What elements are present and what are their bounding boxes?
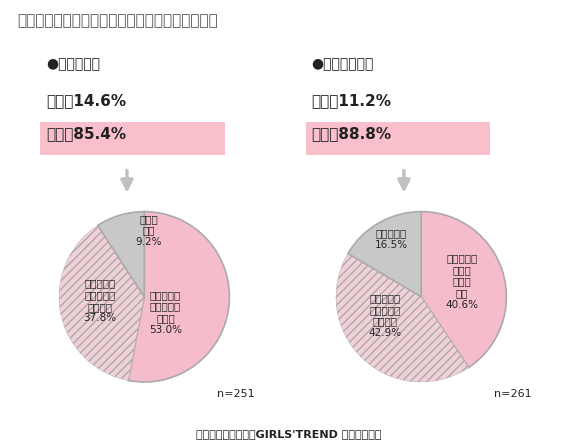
Text: ない　88.8%: ない 88.8% <box>312 126 392 141</box>
Text: 調べたこと
はないが興
味はある
37.8%: 調べたこと はないが興 味はある 37.8% <box>84 279 117 323</box>
Wedge shape <box>336 253 469 382</box>
Text: ●エステサロン: ●エステサロン <box>312 58 374 72</box>
Text: ある　11.2%: ある 11.2% <box>312 93 392 108</box>
Wedge shape <box>348 212 421 297</box>
Text: 気になって
調べた
ことが
ある
40.6%: 気になって 調べた ことが ある 40.6% <box>445 253 478 310</box>
Text: n=261: n=261 <box>494 389 532 399</box>
Wedge shape <box>59 225 144 381</box>
Text: フリュー株式会社『GIRLS'TREND 研究所』調べ: フリュー株式会社『GIRLS'TREND 研究所』調べ <box>196 428 381 439</box>
Text: ●脱毛サロン: ●脱毛サロン <box>46 58 100 72</box>
Text: 興味がない
16.5%: 興味がない 16.5% <box>375 228 408 250</box>
Text: 興味が
ない
9.2%: 興味が ない 9.2% <box>135 214 162 247</box>
Text: n=251: n=251 <box>218 389 255 399</box>
Text: ない　85.4%: ない 85.4% <box>46 126 126 141</box>
Wedge shape <box>98 212 144 297</box>
Text: ある　14.6%: ある 14.6% <box>46 93 126 108</box>
Text: 調べたこと
はないが興
味はある
42.9%: 調べたこと はないが興 味はある 42.9% <box>369 293 402 338</box>
Text: ＊女子高生・女子大生の美容サロンに行った経験: ＊女子高生・女子大生の美容サロンに行った経験 <box>17 13 218 28</box>
Wedge shape <box>421 212 507 368</box>
Wedge shape <box>128 212 230 382</box>
Text: 気になって
調べたこと
がある
53.0%: 気になって 調べたこと がある 53.0% <box>149 290 182 334</box>
